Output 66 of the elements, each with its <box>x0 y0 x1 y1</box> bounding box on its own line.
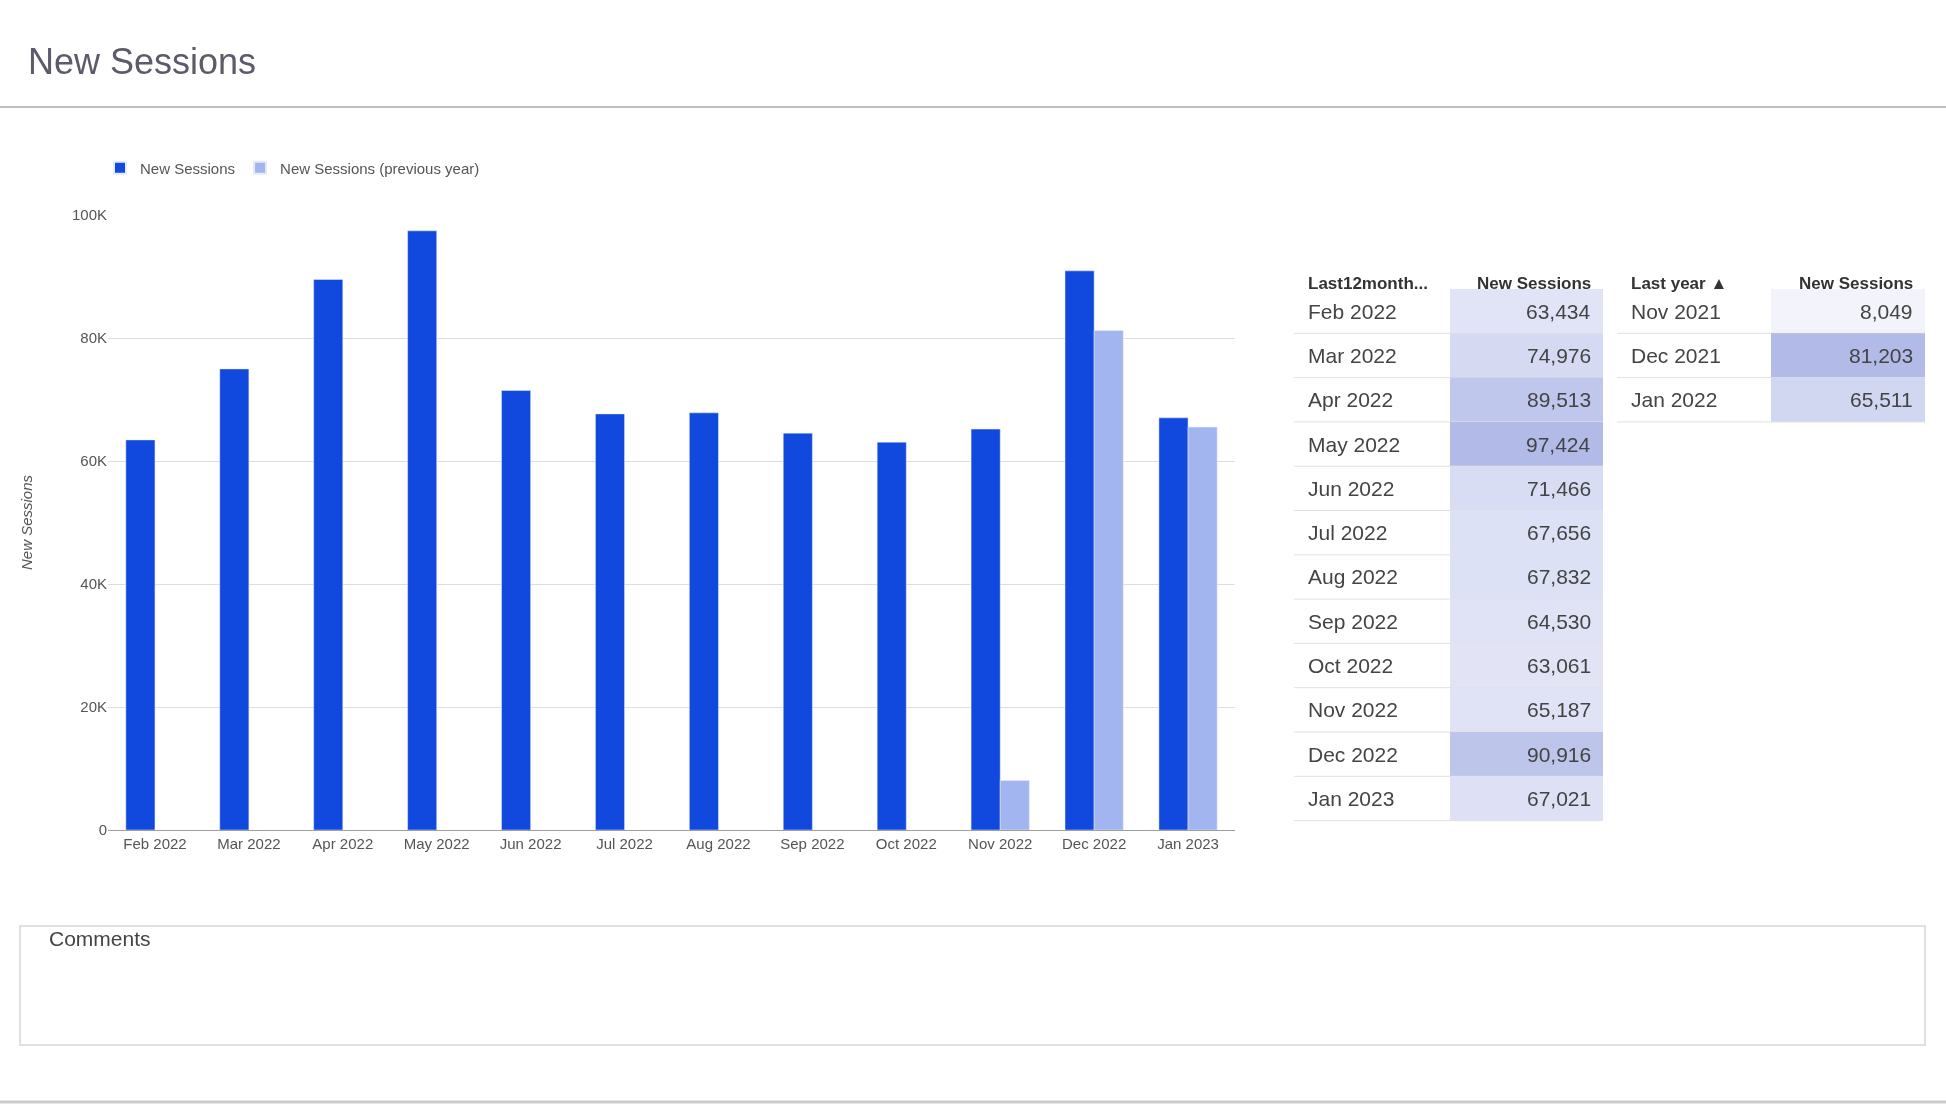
category-label: Mar 2022 <box>1308 344 1397 367</box>
y-tick-label: 40K <box>80 575 107 593</box>
bar <box>595 413 625 830</box>
category-label: Aug 2022 <box>1308 565 1398 588</box>
text: Last12month... <box>1308 274 1428 293</box>
data-label: 65,511 <box>1850 388 1913 411</box>
category-label: Dec 2021 <box>1631 344 1721 367</box>
bar <box>219 368 250 830</box>
data-label: 89,513 <box>1527 388 1592 411</box>
category-label: Dec 2022 <box>1308 743 1398 766</box>
x-tick-label: Jan 2023 <box>1157 835 1219 852</box>
category-label: May 2022 <box>1308 433 1401 456</box>
x-tick-label: Aug 2022 <box>686 835 751 852</box>
bar <box>125 439 156 830</box>
x-tick-label: Mar 2022 <box>217 835 281 852</box>
category-label: Sep 2022 <box>1308 610 1398 633</box>
legend-label: New Sessions (previous year) <box>280 159 480 177</box>
x-tick-label: Oct 2022 <box>875 835 937 852</box>
bar <box>313 279 344 830</box>
data-label: 81,203 <box>1849 344 1914 367</box>
category-label: Apr 2022 <box>1308 388 1394 411</box>
bar <box>501 390 531 830</box>
bar <box>783 432 813 830</box>
data-label: 71,466 <box>1527 477 1592 500</box>
category-label: Jan 2023 <box>1308 787 1395 810</box>
bar <box>689 412 719 830</box>
y-tick-label: 0 <box>98 821 107 839</box>
x-tick-label: Sep 2022 <box>780 835 845 852</box>
data-label: 64,530 <box>1527 610 1592 633</box>
y-axis-title: New Sessions <box>18 474 36 571</box>
data-label: 74,976 <box>1527 344 1592 367</box>
y-tick-label: 20K <box>80 698 107 716</box>
text: New Sessions <box>1799 274 1914 293</box>
text: New Sessions <box>1477 274 1592 293</box>
x-tick-label: Jul 2022 <box>596 835 653 852</box>
data-label: 63,061 <box>1527 654 1592 677</box>
data-label: 63,434 <box>1526 300 1591 323</box>
category-label: Jan 2022 <box>1631 388 1718 411</box>
category-label: Jun 2022 <box>1308 477 1395 500</box>
data-label: 67,832 <box>1527 565 1592 588</box>
x-tick-label: Apr 2022 <box>312 835 374 852</box>
text: Comments <box>49 927 151 950</box>
bar <box>407 230 437 830</box>
category-label: Jul 2022 <box>1308 521 1388 544</box>
x-tick-label: Feb 2022 <box>123 835 187 852</box>
x-tick-label: Dec 2022 <box>1062 835 1127 852</box>
category-label: Feb 2022 <box>1308 300 1397 323</box>
y-tick-label: 80K <box>80 329 107 347</box>
category-label: Nov 2022 <box>1308 698 1398 721</box>
data-label: 65,187 <box>1527 698 1592 721</box>
data-label: 97,424 <box>1526 433 1591 456</box>
data-label: 67,656 <box>1527 521 1592 544</box>
y-tick-label: 100K <box>71 206 107 224</box>
bar <box>876 441 907 830</box>
x-tick-label: Nov 2022 <box>968 835 1033 852</box>
legend-label: New Sessions <box>140 159 236 177</box>
x-tick-label: Jun 2022 <box>499 835 562 852</box>
y-tick-label: 60K <box>80 452 107 470</box>
data-label: 90,916 <box>1527 743 1592 766</box>
data-label: 8,049 <box>1860 300 1913 323</box>
chart-title: New Sessions <box>28 41 257 82</box>
category-label: Nov 2021 <box>1631 300 1721 323</box>
data-label: 67,021 <box>1527 787 1592 810</box>
x-tick-label: May 2022 <box>403 835 470 852</box>
text: Last year ▲ <box>1631 274 1728 293</box>
category-label: Oct 2022 <box>1308 654 1394 677</box>
